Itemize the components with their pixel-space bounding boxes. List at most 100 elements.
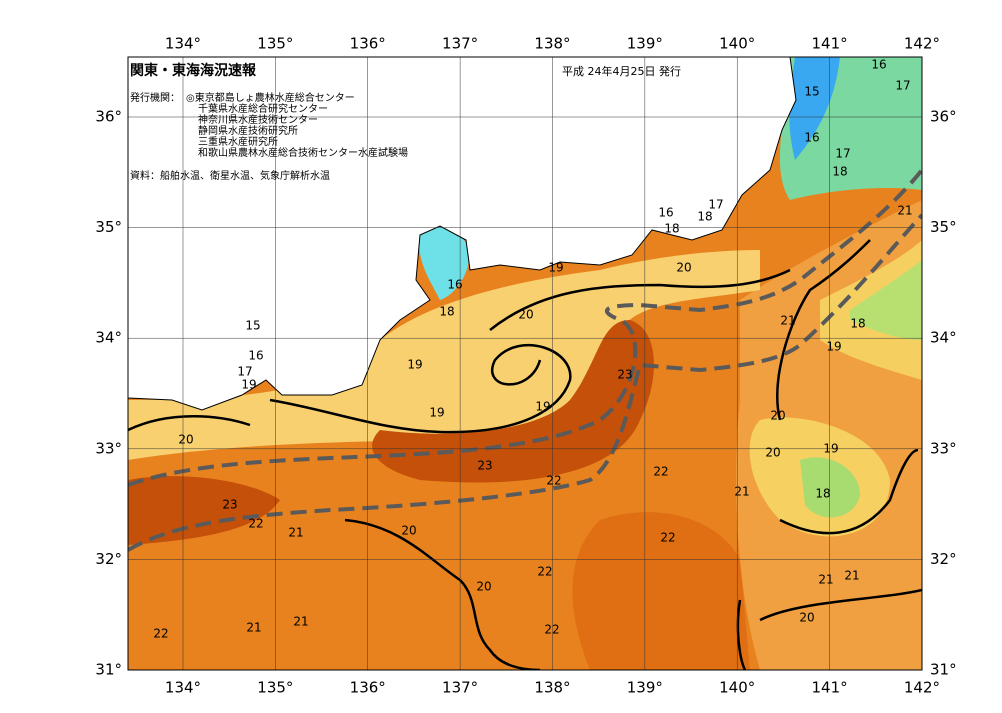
isotherm-label: 19 — [823, 442, 838, 456]
isotherm-label: 16 — [447, 278, 462, 292]
coastal-zone — [128, 250, 760, 460]
longitude-label: 142° — [904, 679, 940, 697]
issuer: 三重県水産研究所 — [198, 135, 278, 148]
longitude-label: 137° — [442, 35, 478, 53]
isotherm-label: 22 — [153, 627, 168, 641]
map-frame — [127, 56, 923, 671]
issue-date: 平成 24年4月25日 発行 — [562, 64, 681, 78]
map-area — [128, 57, 922, 670]
longitude-label: 134° — [165, 679, 201, 697]
isotherm-label: 23 — [477, 459, 492, 473]
longitude-label: 138° — [534, 35, 570, 53]
latitude-label: 36° — [930, 108, 957, 126]
longitude-label: 138° — [534, 679, 570, 697]
latitude-label: 32° — [930, 550, 957, 568]
issuer: ◎東京都島しょ農林水産総合センター — [186, 91, 355, 104]
isotherm-label: 18 — [439, 305, 454, 319]
cold-core — [800, 457, 860, 518]
isotherm-label: 20 — [799, 611, 814, 625]
longitude-label: 141° — [812, 679, 848, 697]
isotherm-label: 21 — [897, 204, 912, 218]
isotherm-label: 20 — [770, 409, 785, 423]
isotherm-label: 23 — [617, 368, 632, 382]
isotherm-label: 22 — [544, 623, 559, 637]
isotherm-label: 20 — [765, 446, 780, 460]
warm-zone — [572, 512, 750, 670]
isotherm-label: 20 — [676, 261, 691, 275]
isotherm-label: 21 — [288, 526, 303, 540]
isotherm-label: 18 — [664, 222, 679, 236]
longitude-label: 139° — [627, 679, 663, 697]
title: 関東・東海海況速報 — [130, 62, 257, 79]
isotherm-label: 21 — [844, 569, 859, 583]
latitude-label: 32° — [95, 550, 122, 568]
latitude-label: 33° — [95, 439, 122, 457]
isotherm-label: 16 — [658, 206, 673, 220]
kuroshio-core — [128, 476, 280, 545]
isotherm-label: 22 — [248, 517, 263, 531]
cold-water — [789, 57, 840, 160]
isotherm-label: 20 — [178, 433, 193, 447]
latitude-label: 35° — [930, 218, 957, 236]
isotherm-label: 16 — [804, 131, 819, 145]
latitude-label: 36° — [95, 108, 122, 126]
isotherm-label: 21 — [780, 314, 795, 328]
latitude-label: 33° — [930, 439, 957, 457]
isotherm-label: 20 — [518, 308, 533, 322]
longitude-label: 140° — [719, 35, 755, 53]
isotherm-label: 21 — [293, 615, 308, 629]
latitude-label: 31° — [95, 661, 122, 679]
isotherm-label: 23 — [222, 498, 237, 512]
kuroshio-axis — [128, 168, 922, 552]
isotherm-label: 19 — [826, 340, 841, 354]
isotherm-label: 22 — [660, 531, 675, 545]
isotherm-label: 19 — [241, 378, 256, 392]
latitude-label: 31° — [930, 661, 957, 679]
latitude-label: 34° — [95, 329, 122, 347]
isotherm-label: 15 — [804, 85, 819, 99]
longitude-label: 142° — [904, 35, 940, 53]
longitude-label: 135° — [257, 35, 293, 53]
isotherm-label: 21 — [818, 573, 833, 587]
latitude-label: 35° — [95, 218, 122, 236]
isotherm-label: 16 — [248, 349, 263, 363]
latitude-label: 34° — [930, 329, 957, 347]
issuer-label: 発行機関： — [130, 91, 180, 104]
isotherm-label: 18 — [832, 165, 847, 179]
issuer: 和歌山県農林水産総合技術センター水産試験場 — [198, 146, 408, 159]
isotherm-label: 19 — [548, 261, 563, 275]
isotherms — [128, 239, 922, 670]
isotherm-label: 18 — [850, 317, 865, 331]
longitude-label: 134° — [165, 35, 201, 53]
isotherm-label: 21 — [734, 485, 749, 499]
isotherm-label: 19 — [535, 400, 550, 414]
isotherm-label: 18 — [815, 487, 830, 501]
isotherm-label: 17 — [708, 198, 723, 212]
longitude-label: 136° — [350, 679, 386, 697]
kuroshio-core — [372, 320, 654, 483]
isotherm-label: 17 — [895, 79, 910, 93]
longitude-label: 139° — [627, 35, 663, 53]
longitude-label: 136° — [350, 35, 386, 53]
land — [128, 57, 797, 411]
isotherm-label: 22 — [653, 465, 668, 479]
isotherm-label: 19 — [407, 358, 422, 372]
isotherm-label: 22 — [537, 565, 552, 579]
isotherm-label: 20 — [476, 580, 491, 594]
issuer: 静岡県水産技術研究所 — [198, 124, 298, 137]
issuer: 神奈川県水産技術センター — [198, 113, 318, 126]
isotherm-label: 22 — [546, 474, 561, 488]
issuer: 千葉県水産総合研究センター — [198, 102, 328, 115]
isotherm-label: 18 — [697, 210, 712, 224]
isotherm-label: 19 — [429, 406, 444, 420]
cool-zone — [850, 260, 922, 340]
isotherm-label: 20 — [401, 524, 416, 538]
longitude-label: 140° — [719, 679, 755, 697]
isotherm-label: 17 — [835, 147, 850, 161]
source: 資料：船舶水温、衛星水温、気象庁解析水温 — [130, 169, 330, 182]
longitude-label: 137° — [442, 679, 478, 697]
isotherm-label: 15 — [245, 319, 260, 333]
isotherm-label: 17 — [237, 365, 252, 379]
isotherm-label: 16 — [871, 58, 886, 72]
